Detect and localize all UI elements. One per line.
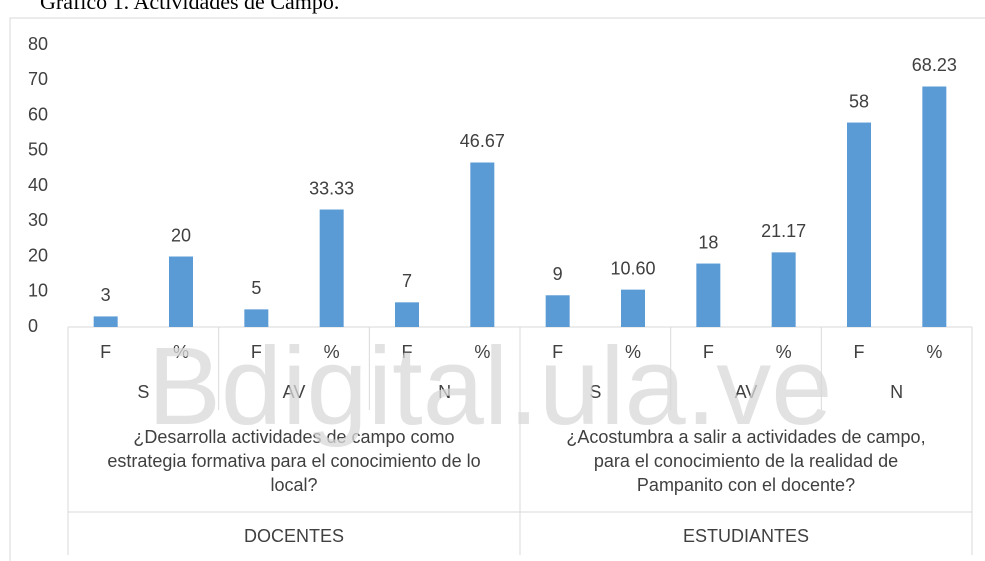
x-tick-label: % — [776, 342, 792, 362]
x-tick-label: % — [173, 342, 189, 362]
bar — [319, 209, 344, 327]
group-label: ESTUDIANTES — [683, 526, 809, 546]
bar — [621, 289, 645, 327]
x-tick-label: % — [926, 342, 942, 362]
subgroup-label: S — [589, 382, 601, 402]
chart-title: Gráfico 1. Actividades de Campo. — [40, 0, 339, 14]
data-label: 46.67 — [460, 131, 505, 151]
data-label: 68.23 — [912, 55, 957, 75]
y-tick-label: 70 — [28, 69, 48, 89]
question-label: para el conocimiento de la realidad de — [594, 451, 898, 471]
x-tick-label: % — [474, 342, 490, 362]
data-label: 5 — [251, 278, 261, 298]
bar — [395, 302, 419, 327]
data-label: 3 — [101, 285, 111, 305]
bar — [244, 309, 269, 327]
question-label: ¿Acostumbra a salir a actividades de cam… — [566, 427, 925, 447]
y-tick-label: 40 — [28, 175, 48, 195]
y-tick-label: 10 — [28, 281, 48, 301]
question-label: estrategia formativa para el conocimient… — [107, 451, 480, 471]
x-tick-label: % — [324, 342, 340, 362]
subgroup-label: S — [137, 382, 149, 402]
bar — [771, 252, 796, 327]
y-tick-label: 20 — [28, 245, 48, 265]
bar — [847, 122, 871, 327]
x-tick-label: F — [402, 342, 413, 362]
y-tick-label: 30 — [28, 210, 48, 230]
y-tick-label: 80 — [28, 34, 48, 54]
subgroup-label: AV — [283, 382, 306, 402]
subgroup-label: N — [438, 382, 451, 402]
x-tick-label: F — [703, 342, 714, 362]
group-label: DOCENTES — [244, 526, 344, 546]
data-label: 21.17 — [761, 221, 806, 241]
subgroup-label: N — [890, 382, 903, 402]
bar — [93, 316, 118, 327]
watermark: Bdigital.ula.ve — [148, 325, 833, 448]
bar — [922, 86, 947, 327]
subgroup-label: AV — [735, 382, 758, 402]
chart-frame — [9, 17, 985, 561]
data-label: 9 — [553, 264, 563, 284]
data-label: 20 — [171, 225, 191, 245]
question-label: Pampanito con el docente? — [637, 475, 855, 495]
bar — [169, 256, 193, 327]
y-tick-label: 60 — [28, 104, 48, 124]
x-tick-label: F — [552, 342, 563, 362]
bar — [545, 295, 570, 327]
bar — [470, 162, 495, 327]
data-label: 58 — [849, 91, 869, 111]
y-tick-label: 50 — [28, 140, 48, 160]
data-label: 10.60 — [610, 258, 655, 278]
x-tick-label: F — [854, 342, 865, 362]
question-label: ¿Desarrolla actividades de campo como — [133, 427, 454, 447]
x-tick-label: F — [251, 342, 262, 362]
data-label: 33.33 — [309, 178, 354, 198]
data-label: 7 — [402, 271, 412, 291]
question-label: local? — [270, 475, 317, 495]
data-label: 18 — [698, 232, 718, 252]
x-tick-label: % — [625, 342, 641, 362]
y-tick-label: 0 — [28, 316, 38, 336]
bar — [696, 263, 721, 327]
x-tick-label: F — [100, 342, 111, 362]
